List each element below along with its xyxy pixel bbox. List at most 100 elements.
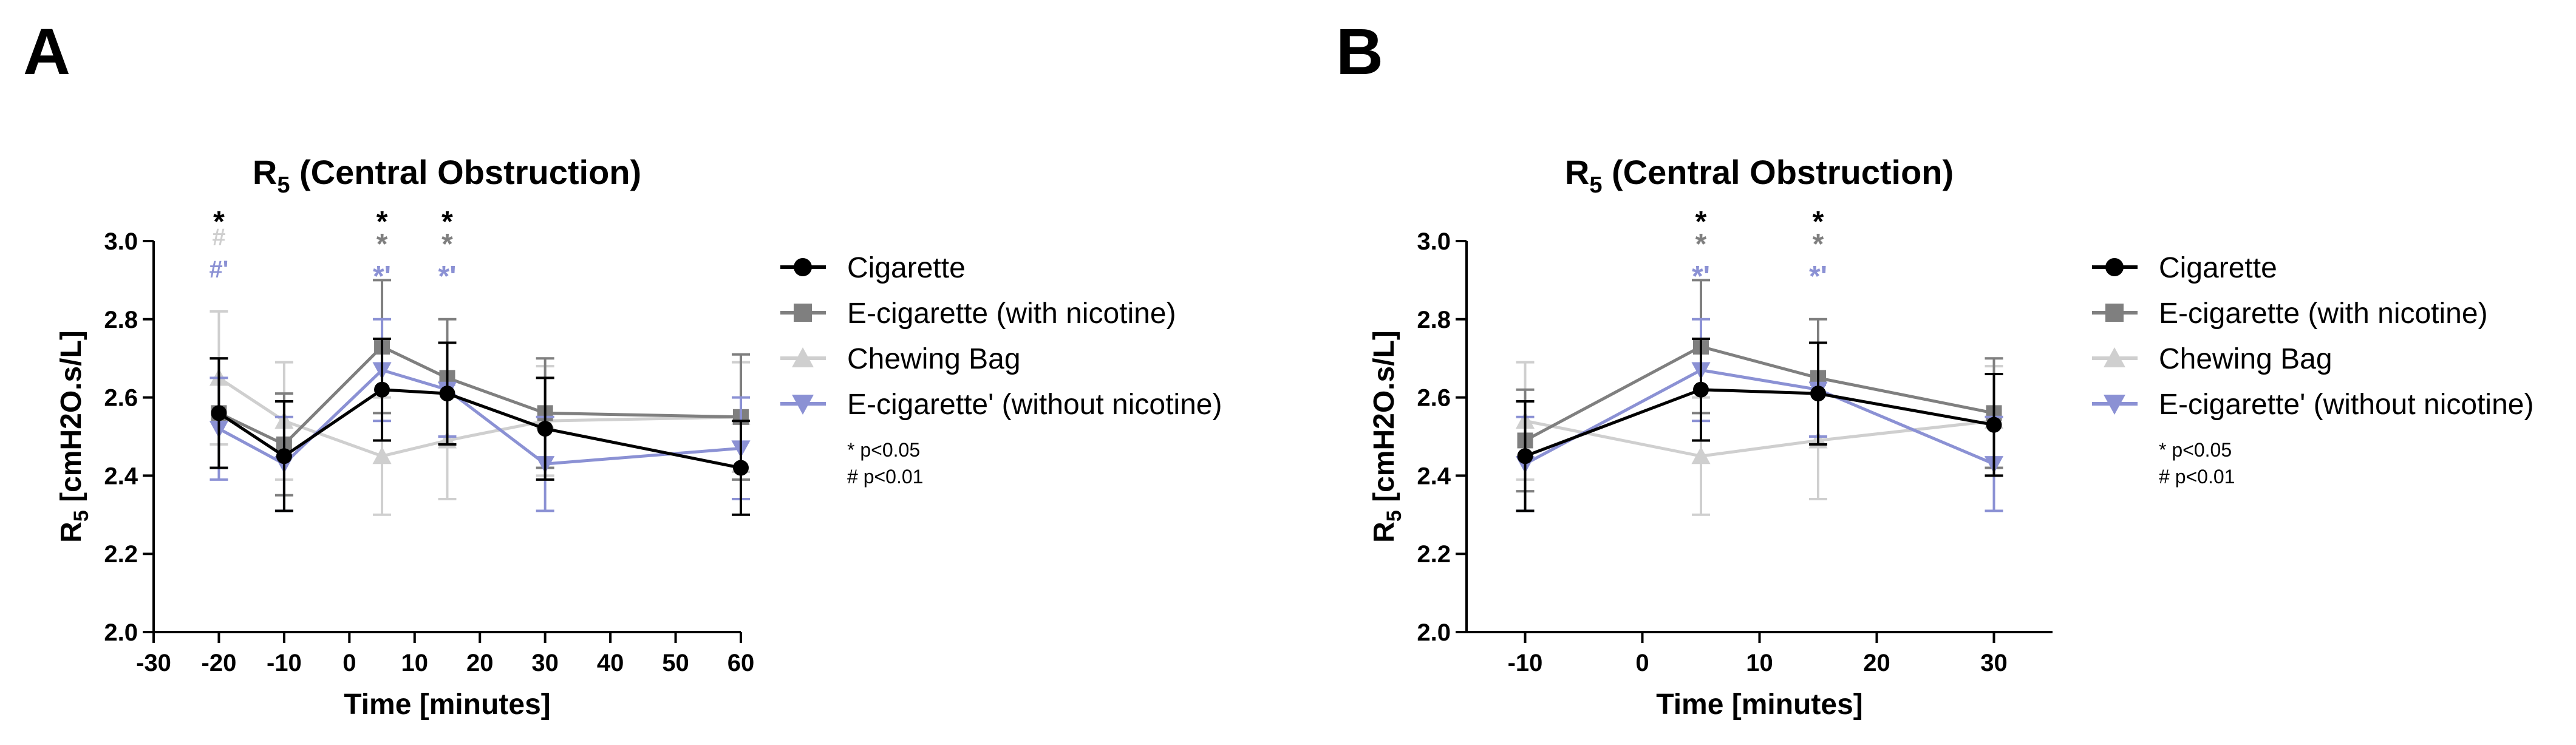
x-tick-label: 0 — [342, 650, 356, 676]
legend: Cigarette E-cigarette (with nicotine) Chew… — [780, 252, 1222, 488]
legend-label: Cigarette — [847, 252, 966, 284]
series-3 — [1515, 318, 2004, 512]
panel-label: A — [23, 15, 70, 88]
significance-marker: * — [1695, 228, 1707, 260]
data-point — [211, 405, 227, 421]
series-0 — [1516, 338, 2003, 512]
series-line — [218, 368, 741, 466]
series-line — [1524, 388, 1994, 458]
x-tick-label: 60 — [727, 650, 755, 676]
data-point — [733, 460, 749, 476]
data-point — [1986, 417, 2002, 433]
legend-swatch-marker — [794, 258, 812, 276]
data-point — [374, 381, 390, 398]
data-point — [439, 386, 455, 402]
significance-marker: *' — [373, 260, 391, 293]
y-tick-label: 2.2 — [104, 541, 138, 568]
legend-label: Cigarette — [2159, 252, 2277, 284]
chart-title: R5 (Central Obstruction) — [1565, 153, 1954, 198]
data-point — [372, 446, 392, 464]
y-axis-label: R5 [cmH2O.s/L] — [1368, 330, 1406, 543]
legend-label: E-cigarette' (without nicotine) — [2159, 389, 2533, 421]
y-tick-label: 3.0 — [104, 228, 138, 255]
significance-marker: *' — [1809, 260, 1827, 293]
legend-swatch-marker — [2105, 258, 2124, 276]
legend-swatch-marker — [2104, 395, 2125, 415]
legend-label: Chewing Bag — [2159, 343, 2332, 375]
legend: Cigarette E-cigarette (with nicotine) Chew… — [2092, 252, 2533, 488]
data-point — [1693, 381, 1709, 398]
y-axis-label: R5 [cmH2O.s/L] — [55, 330, 93, 543]
x-tick-label: -30 — [136, 650, 171, 676]
x-tick-label: 30 — [1980, 650, 2008, 676]
y-tick-label: 2.6 — [104, 385, 138, 412]
x-tick-label: 10 — [401, 650, 429, 676]
x-tick-label: 10 — [1746, 650, 1773, 676]
significance-note: * p<0.05 — [847, 439, 920, 461]
significance-marker: * — [1813, 228, 1824, 260]
y-tick-label: 2.0 — [104, 619, 138, 646]
significance-marker: * — [441, 206, 453, 238]
significance-marker: * — [441, 228, 453, 260]
data-point — [1691, 446, 1711, 464]
x-tick-label: 30 — [531, 650, 559, 676]
series-line — [1525, 419, 1994, 458]
chart-panel-b: B R5 (Central Obstruction) 2.0 2.2 2.4 2.6 2.8… — [1336, 15, 2533, 721]
significance-marker: * — [1813, 206, 1824, 238]
series-line — [218, 388, 741, 469]
x-axis-label: Time [minutes] — [344, 689, 551, 721]
y-tick-label: 2.2 — [1417, 541, 1451, 568]
y-tick-label: 2.6 — [1417, 385, 1451, 412]
x-tick-label: -10 — [267, 650, 302, 676]
data-point — [1810, 386, 1826, 402]
significance-marker: * — [377, 206, 388, 238]
y-tick-label: 2.8 — [104, 307, 138, 333]
data-point — [1517, 448, 1533, 464]
series-line — [1524, 345, 1994, 442]
chart-title: R5 (Central Obstruction) — [253, 153, 641, 198]
significance-marker: # — [212, 224, 225, 251]
legend-label: E-cigarette (with nicotine) — [847, 298, 1176, 330]
legend-swatch-marker — [794, 304, 812, 322]
legend-label: E-cigarette (with nicotine) — [2159, 298, 2488, 330]
series-line — [1524, 368, 1995, 466]
significance-marker: *' — [438, 260, 456, 293]
chart-panel-a: A R5 (Central Obstruction) 2.0 2.2 2.4 2.6 2.8… — [23, 15, 1222, 721]
significance-note: # p<0.01 — [847, 466, 923, 488]
significance-marker: #' — [210, 256, 229, 283]
legend-label: Chewing Bag — [847, 343, 1021, 375]
x-tick-label: 0 — [1635, 650, 1649, 676]
legend-label: E-cigarette' (without nicotine) — [847, 389, 1222, 421]
series-line — [218, 344, 741, 446]
significance-note: # p<0.01 — [2159, 466, 2235, 488]
series-0 — [210, 338, 750, 516]
significance-marker: *' — [1692, 260, 1710, 293]
x-tick-label: 50 — [662, 650, 689, 676]
significance-marker: * — [377, 228, 388, 260]
series-1 — [210, 279, 750, 497]
legend-swatch-marker — [792, 347, 814, 367]
series-1 — [1516, 279, 2003, 493]
panel-label: B — [1336, 15, 1383, 88]
significance-note: * p<0.05 — [2159, 439, 2232, 461]
y-tick-label: 2.8 — [1417, 307, 1451, 333]
x-tick-label: -10 — [1508, 650, 1543, 676]
data-point — [537, 421, 553, 437]
legend-swatch-marker — [2104, 347, 2125, 367]
x-tick-label: 20 — [466, 650, 494, 676]
y-tick-label: 2.4 — [1417, 463, 1451, 489]
x-tick-label: -20 — [202, 650, 237, 676]
y-tick-label: 2.0 — [1417, 619, 1451, 646]
legend-swatch-marker — [792, 395, 814, 415]
x-tick-label: 40 — [597, 650, 624, 676]
series-line — [218, 376, 741, 458]
data-point — [276, 448, 292, 464]
y-tick-label: 3.0 — [1417, 228, 1451, 255]
significance-marker: * — [1695, 206, 1707, 238]
x-tick-label: 20 — [1863, 650, 1890, 676]
y-tick-label: 2.4 — [104, 463, 138, 489]
x-axis-label: Time [minutes] — [1656, 689, 1863, 721]
legend-swatch-marker — [2105, 304, 2124, 322]
significance-marker: * — [213, 206, 225, 238]
